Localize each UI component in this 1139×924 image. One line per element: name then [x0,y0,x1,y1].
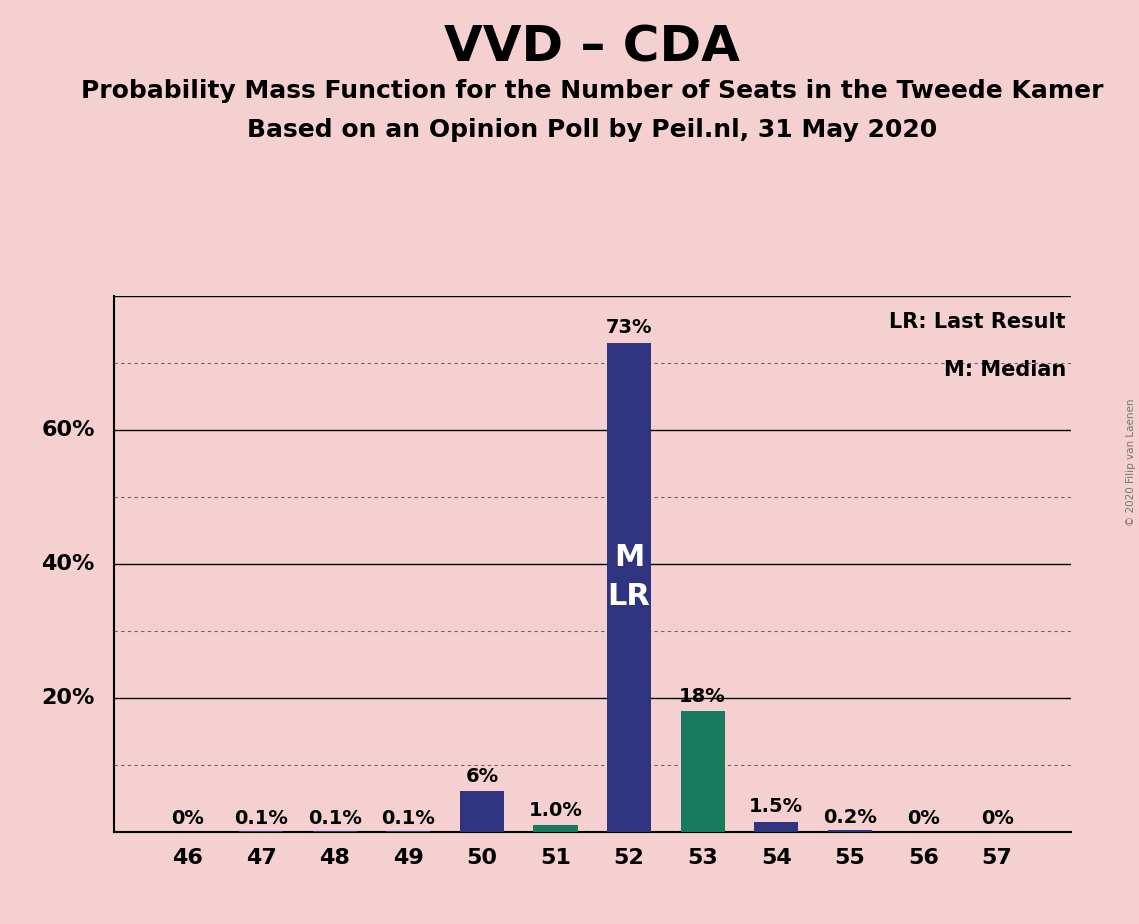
Text: VVD – CDA: VVD – CDA [444,23,740,71]
Bar [533,825,577,832]
Text: 0.1%: 0.1% [382,808,435,828]
Text: 0.2%: 0.2% [823,808,877,827]
Text: 1.5%: 1.5% [749,797,803,816]
Text: M: Median: M: Median [943,360,1066,380]
Bar [607,343,652,832]
Text: 0%: 0% [907,809,940,828]
Text: © 2020 Filip van Laenen: © 2020 Filip van Laenen [1126,398,1136,526]
Text: LR: Last Result: LR: Last Result [890,311,1066,332]
Bar [681,711,724,832]
Text: 0.1%: 0.1% [235,808,288,828]
Text: Probability Mass Function for the Number of Seats in the Tweede Kamer: Probability Mass Function for the Number… [81,79,1104,103]
Text: 0.1%: 0.1% [308,808,361,828]
Text: 1.0%: 1.0% [528,800,582,820]
Text: M
LR: M LR [607,543,650,611]
Text: 60%: 60% [41,419,95,440]
Text: Based on an Opinion Poll by Peil.nl, 31 May 2020: Based on an Opinion Poll by Peil.nl, 31 … [247,118,937,142]
Text: 18%: 18% [679,687,726,706]
Bar [460,791,503,832]
Bar [828,831,872,832]
Bar [754,821,798,832]
Text: 40%: 40% [41,553,95,574]
Text: 73%: 73% [606,318,653,337]
Text: 20%: 20% [41,687,95,708]
Text: 0%: 0% [171,809,204,828]
Text: 0%: 0% [981,809,1014,828]
Text: 6%: 6% [466,767,499,786]
